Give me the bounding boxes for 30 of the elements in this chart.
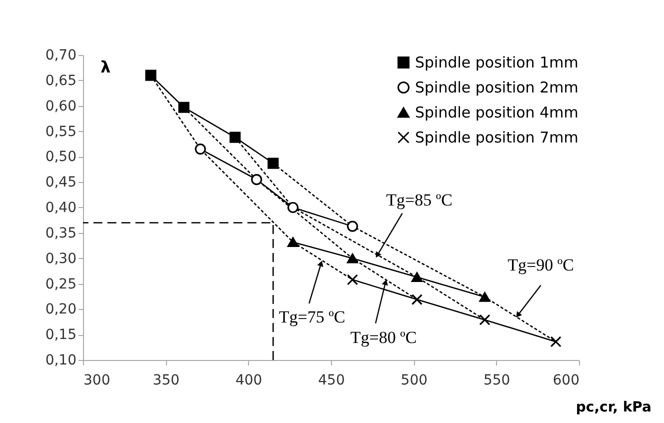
- annotation: Tg=75 ºC: [278, 307, 346, 326]
- y-tick-label: 0,35: [45, 225, 76, 242]
- y-tick-label: 0,50: [45, 149, 76, 166]
- y-tick-label: 0,70: [45, 48, 76, 64]
- y-tick-label: 0,10: [45, 352, 76, 368]
- x-tick-label: 450: [318, 372, 345, 388]
- x-tick-label: 300: [84, 372, 110, 388]
- annotation: Tg=80 ºC: [350, 328, 417, 348]
- legend-label: Spindle position 7mm: [415, 128, 578, 146]
- y-tick-label: 0,25: [45, 276, 76, 292]
- legend-label: Spindle position 2mm: [415, 78, 578, 96]
- x-tick-label: 600: [552, 372, 580, 388]
- x-tick-label: 550: [483, 372, 510, 388]
- annotation: Tg=85 ºC: [386, 190, 452, 210]
- y-tick-label: 0,30: [45, 250, 76, 267]
- y-tick-label: 0,15: [45, 327, 76, 344]
- y-tick-label: 0,45: [45, 174, 76, 191]
- legend-label: Spindle position 1mm: [415, 54, 578, 72]
- y-tick-label: 0,40: [45, 200, 76, 216]
- x-tick-label: 500: [400, 372, 428, 388]
- y-tick-label: 0,65: [45, 72, 76, 89]
- legend-label: Spindle position 4mm: [415, 104, 578, 122]
- annotation: Tg=90 ºC: [508, 255, 574, 274]
- y-tick-label: 0,55: [45, 124, 76, 140]
- y-tick-label: 0,60: [45, 98, 76, 114]
- y-tick-label: 0,20: [45, 302, 76, 318]
- y-axis-title: λ: [100, 58, 111, 76]
- x-axis-title: pc,cr, kPa: [576, 400, 652, 416]
- x-tick-label: 350: [152, 372, 180, 388]
- x-tick-label: 400: [235, 372, 262, 388]
